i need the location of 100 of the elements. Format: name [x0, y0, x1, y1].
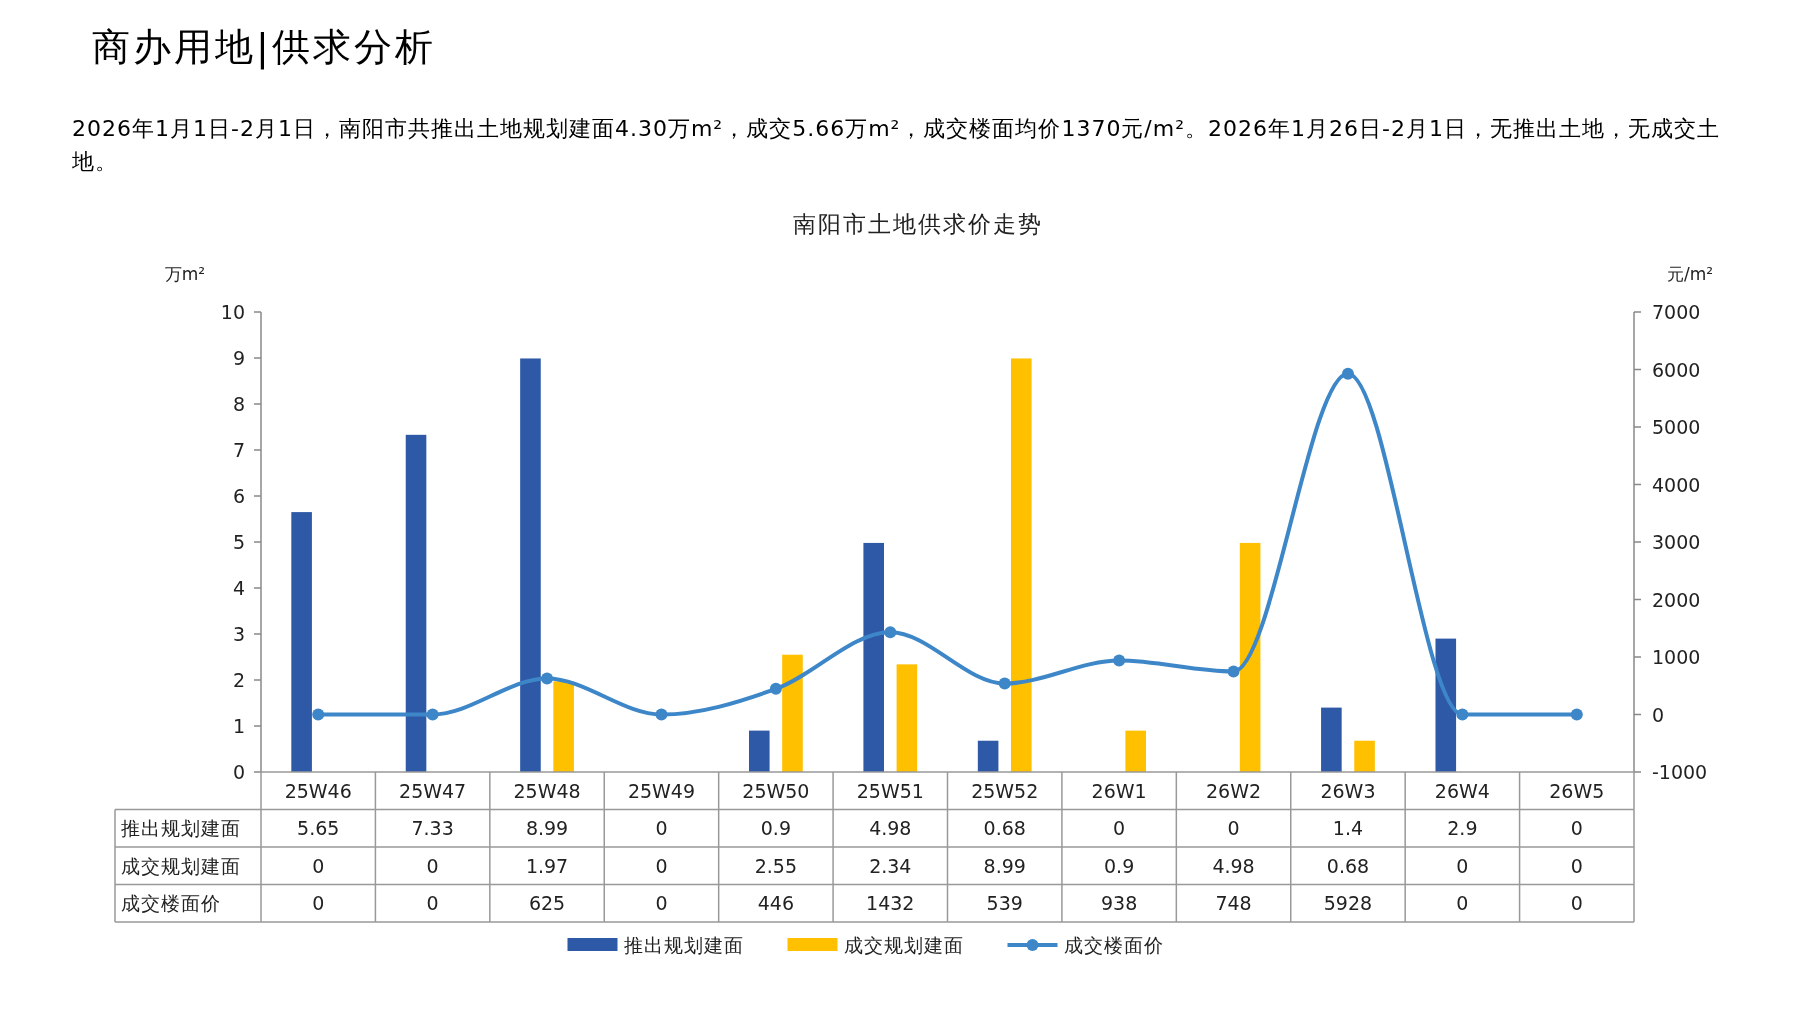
legend-label: 推出规划建面 [623, 934, 744, 956]
data-label: 0.68 [983, 817, 1026, 840]
bar [520, 358, 541, 772]
point [426, 708, 439, 721]
data-label: 748 [1215, 892, 1252, 915]
data-label: 1432 [866, 892, 915, 915]
data-label: 539 [986, 892, 1023, 915]
point [1227, 665, 1240, 678]
data-label: 0 [1570, 854, 1583, 877]
data-label: 0 [655, 892, 668, 915]
x-tick-label: 25W48 [513, 779, 581, 802]
point [312, 708, 325, 721]
data-label: 0.9 [760, 817, 791, 840]
y-tick-label: 8 [232, 393, 245, 415]
bar [896, 664, 918, 772]
x-tick-label: 25W50 [742, 779, 810, 802]
bar [748, 730, 770, 772]
bar [1321, 707, 1342, 772]
x-tick-label: 25W46 [284, 779, 352, 802]
y2-tick-label: 6000 [1652, 358, 1701, 381]
y2-tick-label: 1000 [1652, 646, 1701, 668]
y-tick-label: 4 [232, 577, 245, 599]
data-label: 1.97 [525, 854, 569, 877]
x-tick-label: 26W5 [1549, 779, 1605, 802]
data-label: 0 [655, 817, 668, 840]
x-tick-label: 25W51 [856, 779, 924, 802]
data-label: 0 [426, 854, 439, 877]
x-tick-label: 25W49 [627, 779, 696, 802]
text: 推出规划建面 [121, 817, 241, 840]
bar [1354, 740, 1375, 772]
point [1456, 708, 1469, 721]
legend-label: 成交楼面价 [1063, 934, 1164, 956]
bar [1435, 638, 1457, 772]
y2-tick-label: 5000 [1652, 416, 1701, 438]
x-tick-label: 25W47 [399, 779, 467, 802]
bar [1125, 730, 1147, 772]
y-tick-label: 3 [232, 623, 245, 645]
data-label: 0 [1113, 817, 1126, 840]
data-label: 5.65 [297, 817, 340, 840]
data-label: 0 [655, 854, 668, 877]
data-label: 5928 [1323, 892, 1373, 915]
point [655, 708, 668, 721]
data-label: 0.9 [1104, 854, 1135, 877]
bar [782, 654, 803, 772]
data-label: 0.68 [1326, 854, 1370, 877]
point [1113, 654, 1126, 667]
data-label: 8.99 [525, 817, 569, 840]
text: 成交规划建面 [121, 854, 241, 877]
data-label: 625 [528, 892, 566, 915]
point [998, 677, 1011, 690]
y-tick-label: 7 [232, 439, 245, 461]
y2-tick-label: 4000 [1652, 473, 1701, 496]
x-tick-label: 25W52 [971, 779, 1039, 802]
bar [553, 681, 574, 772]
bar [1239, 542, 1261, 772]
chart-title: 南阳市土地供求价走势 [792, 211, 1043, 237]
y-tick-label: 1 [232, 715, 245, 737]
data-label: 2.9 [1447, 817, 1478, 840]
x-tick-label: 26W4 [1434, 779, 1490, 802]
data-label: 2.34 [869, 854, 912, 877]
y-axis-title: 万m² [164, 264, 206, 284]
x-tick-label: 26W3 [1320, 779, 1376, 802]
bar [405, 434, 427, 772]
y-tick-label: 6 [232, 485, 245, 507]
data-label: 7.33 [411, 817, 454, 840]
point [1570, 708, 1583, 721]
bar [291, 512, 312, 772]
data-label: 938 [1100, 892, 1138, 915]
point [1341, 367, 1354, 380]
data-label: 1.4 [1332, 817, 1364, 840]
point [541, 672, 554, 685]
text: 2026年1月1日-2月1日，南阳市共推出土地规划建面4.30万m²，成交5.66万m²，成交楼面均价1370元/m²。2026年1月26日-2月1日，无推出土地，无成交土地。 [72, 115, 1721, 176]
x-tick-label: 26W1 [1091, 779, 1147, 802]
bar [863, 542, 884, 772]
data-label: 0 [1227, 817, 1240, 840]
x-tick-label: 26W2 [1206, 779, 1262, 802]
y-tick-label: 10 [220, 301, 245, 323]
y-tick-label: 2 [232, 669, 245, 691]
bar [977, 740, 999, 772]
data-label: 2.55 [754, 854, 798, 877]
text: 成交楼面价 [121, 892, 221, 915]
point [884, 626, 897, 639]
text: 商办用地|供求分析 [92, 24, 436, 72]
data-label: 8.99 [983, 854, 1026, 877]
data-label: 4.98 [869, 817, 912, 840]
y2-tick-label: 3000 [1652, 531, 1701, 553]
data-label: 0 [1456, 892, 1469, 915]
data-label: 0 [1570, 892, 1583, 915]
data-label: 0 [1456, 854, 1469, 877]
data-label: 0 [312, 854, 325, 877]
y-tick-label: 9 [232, 347, 245, 369]
data-label: 0 [1570, 817, 1583, 840]
y2-tick-label: 7000 [1652, 301, 1701, 323]
bar [1011, 358, 1032, 772]
point [769, 682, 782, 695]
data-label: 0 [312, 892, 325, 915]
y2-tick-label: 0 [1652, 703, 1665, 726]
y2-tick-label: 2000 [1652, 588, 1701, 611]
legend-label: 成交规划建面 [843, 934, 964, 956]
y-tick-label: 0 [232, 761, 245, 783]
